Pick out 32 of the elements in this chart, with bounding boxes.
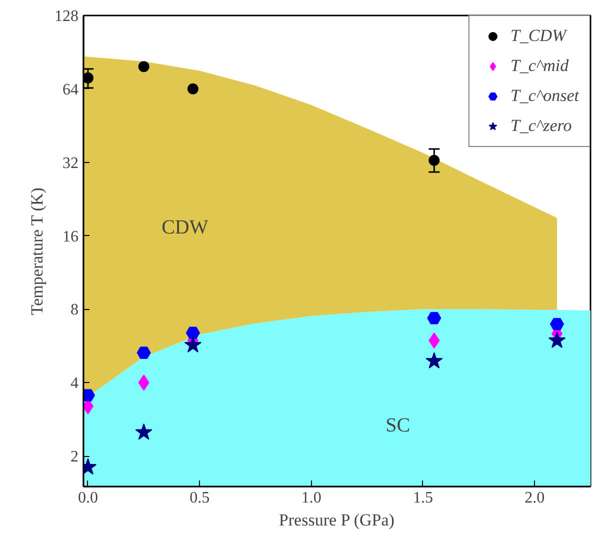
point [84, 72, 94, 84]
x-tick-label: 0.0 [78, 490, 98, 506]
legend-label: T_c^onset [510, 86, 579, 106]
y-tick-label: 128 [54, 8, 78, 25]
point [548, 332, 566, 348]
y-axis-title: Temperature T (K) [28, 188, 46, 316]
point [184, 336, 202, 352]
point [138, 61, 150, 72]
point [187, 83, 198, 94]
annotation: SC [386, 414, 410, 436]
point [136, 346, 151, 359]
legend-label: T_CDW [510, 26, 566, 46]
point [428, 154, 440, 166]
x-tick-label: 0.5 [190, 490, 210, 506]
annotation: CDW [162, 216, 208, 238]
point [426, 352, 443, 368]
y-tick-label: 64 [62, 81, 78, 98]
point [550, 318, 564, 330]
x-axis-title: Pressure P (GPa) [278, 510, 394, 530]
y-tick-label: 8 [70, 302, 78, 319]
x-tick-label: 1.0 [301, 490, 322, 506]
y-tick-label: 16 [62, 228, 78, 246]
y-tick-label: 32 [62, 154, 78, 172]
point [135, 423, 152, 440]
point [427, 312, 442, 324]
legend-label: T_c^mid [510, 56, 569, 76]
y-tick-label: 2 [70, 448, 78, 466]
x-tick-label: 2.0 [524, 490, 545, 506]
point [186, 326, 200, 339]
legend-label: T_c^zero [510, 116, 572, 136]
y-tick-label: 4 [70, 375, 78, 392]
x-tick-label: 1.5 [412, 490, 433, 506]
